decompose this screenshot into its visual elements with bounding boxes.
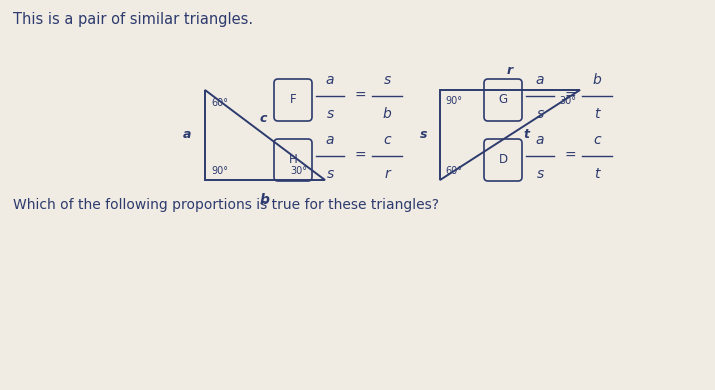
Text: c: c <box>383 133 391 147</box>
Text: a: a <box>182 128 191 142</box>
Text: t: t <box>594 107 600 121</box>
Text: r: r <box>384 167 390 181</box>
Text: b: b <box>593 73 601 87</box>
Text: c: c <box>260 112 267 125</box>
Text: b: b <box>260 193 270 207</box>
Text: s: s <box>383 73 390 87</box>
Text: a: a <box>326 73 334 87</box>
Text: F: F <box>290 94 296 106</box>
Text: s: s <box>420 128 427 142</box>
Text: a: a <box>326 133 334 147</box>
Text: 30°: 30° <box>290 166 307 176</box>
Text: r: r <box>507 64 513 77</box>
Text: Which of the following proportions is true for these triangles?: Which of the following proportions is tr… <box>13 198 439 212</box>
Text: 90°: 90° <box>211 166 228 176</box>
Text: 30°: 30° <box>559 96 576 106</box>
Text: =: = <box>564 89 576 103</box>
Text: 60°: 60° <box>211 98 228 108</box>
Text: c: c <box>593 133 601 147</box>
Text: 90°: 90° <box>445 96 462 106</box>
Text: =: = <box>354 149 366 163</box>
Text: b: b <box>383 107 391 121</box>
Text: s: s <box>326 167 334 181</box>
Text: =: = <box>564 149 576 163</box>
Text: D: D <box>498 154 508 167</box>
Text: H: H <box>289 154 297 167</box>
Text: t: t <box>523 128 529 142</box>
Text: G: G <box>498 94 508 106</box>
Text: s: s <box>536 167 543 181</box>
Text: 60°: 60° <box>445 166 462 176</box>
Text: This is a pair of similar triangles.: This is a pair of similar triangles. <box>13 12 253 27</box>
Text: s: s <box>536 107 543 121</box>
Text: =: = <box>354 89 366 103</box>
Text: a: a <box>536 73 544 87</box>
Text: t: t <box>594 167 600 181</box>
Text: a: a <box>536 133 544 147</box>
Text: s: s <box>326 107 334 121</box>
